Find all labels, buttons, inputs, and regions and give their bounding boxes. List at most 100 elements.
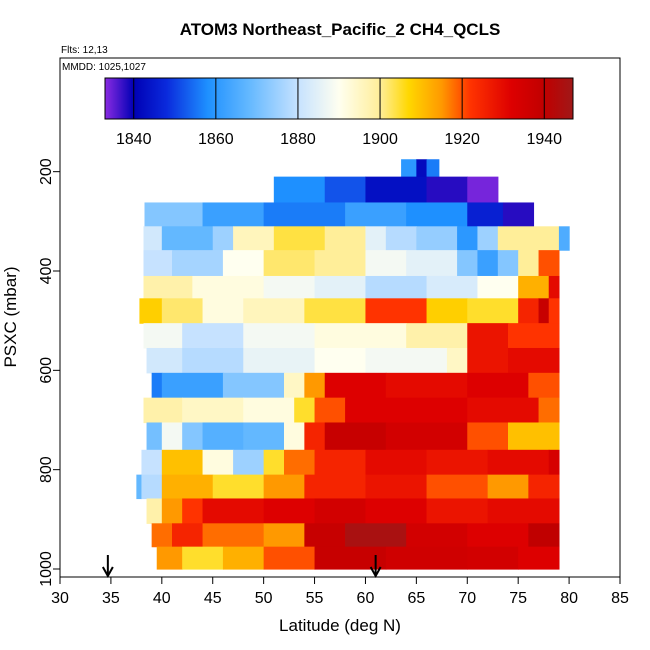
band-0 (401, 159, 440, 178)
band-15-cell-2 (202, 523, 265, 548)
band-16-cell-7 (518, 546, 560, 570)
band-3-cell-1 (161, 226, 214, 251)
band-13 (136, 474, 560, 500)
band-9 (151, 372, 560, 399)
band-5-cell-1 (192, 275, 265, 299)
band-9-cell-0 (151, 372, 163, 399)
band-15 (151, 523, 560, 548)
band-4-cell-3 (263, 250, 316, 277)
x-tick-label-35: 35 (102, 590, 120, 607)
band-11-cell-0 (146, 422, 163, 451)
band-13-cell-0 (136, 474, 143, 500)
band-5-cell-6 (477, 275, 519, 299)
band-2-cell-0 (144, 202, 204, 227)
band-4-cell-7 (457, 250, 479, 277)
band-13-cell-5 (304, 474, 367, 500)
band-12-cell-2 (202, 449, 234, 476)
band-11-cell-8 (385, 422, 468, 451)
band-3-cell-7 (385, 226, 417, 251)
band-13-cell-7 (426, 474, 489, 500)
band-2-cell-1 (202, 202, 265, 227)
band-10-cell-7 (538, 397, 560, 424)
dates-label: MMDD: 1025,1027 (62, 62, 146, 73)
band-14-cell-3 (202, 498, 265, 524)
band-16 (156, 546, 560, 570)
x-tick-label-75: 75 (509, 590, 527, 607)
x-tick-label-40: 40 (153, 590, 171, 607)
band-10-cell-6 (467, 397, 540, 424)
band-16-cell-5 (385, 546, 468, 570)
band-6-cell-6 (426, 298, 468, 324)
band-10-cell-4 (314, 397, 346, 424)
band-16-cell-0 (156, 546, 183, 570)
arrow-head-1 (369, 566, 382, 579)
band-13-cell-9 (528, 474, 560, 500)
band-16-cell-2 (222, 546, 265, 570)
band-3-cell-3 (233, 226, 275, 251)
band-2 (144, 202, 535, 227)
band-12-cell-8 (426, 449, 489, 476)
colorbar-tick-label-1880: 1880 (280, 131, 316, 148)
band-2-cell-5 (467, 202, 504, 227)
band-3-cell-12 (558, 226, 570, 251)
band-13-cell-2 (161, 474, 214, 500)
band-1-cell-3 (426, 176, 468, 204)
band-14-cell-7 (426, 498, 489, 524)
band-4-cell-9 (497, 250, 519, 277)
band-7-cell-1 (182, 323, 244, 349)
band-0-cell-2 (426, 159, 440, 178)
band-8-cell-0 (146, 347, 183, 374)
colorbar-tick-label-1840: 1840 (116, 131, 152, 148)
band-8-cell-2 (243, 347, 316, 374)
band-14 (146, 498, 560, 524)
band-15-cell-7 (467, 523, 529, 548)
band-6-cell-3 (243, 298, 305, 324)
band-15-cell-1 (172, 523, 204, 548)
band-9-cell-7 (467, 372, 529, 399)
band-14-cell-0 (146, 498, 163, 524)
y-tick-label-1000: 1000 (38, 551, 55, 587)
band-4-cell-8 (477, 250, 499, 277)
band-15-cell-8 (528, 523, 560, 548)
band-13-cell-4 (263, 474, 305, 500)
band-6-cell-9 (538, 298, 550, 324)
arrow-markers (101, 555, 382, 579)
band-12-cell-10 (548, 449, 560, 476)
band-15-cell-4 (304, 523, 346, 548)
colorbar-tick-label-1900: 1900 (362, 131, 398, 148)
band-12-cell-4 (263, 449, 285, 476)
band-3-cell-2 (212, 226, 234, 251)
colorbar-tick-label-1940: 1940 (526, 131, 562, 148)
band-11-cell-7 (324, 422, 387, 451)
x-axis: 30 35 40 45 50 55 60 65 70 75 80 85 (51, 576, 629, 607)
band-9-cell-3 (284, 372, 305, 399)
band-11-cell-3 (202, 422, 244, 451)
band-8-cell-5 (446, 347, 468, 374)
band-4-cell-2 (222, 250, 265, 277)
band-3-cell-10 (477, 226, 499, 251)
band-10-cell-5 (345, 397, 468, 424)
band-16-cell-6 (467, 546, 519, 570)
band-10-cell-1 (182, 397, 244, 424)
flights-label: Flts: 12,13 (61, 45, 108, 56)
y-tick-label-800: 800 (38, 456, 55, 483)
band-5-cell-8 (548, 275, 560, 299)
band-11-cell-4 (243, 422, 285, 451)
band-14-cell-5 (314, 498, 367, 524)
chart-title: ATOM3 Northeast_Pacific_2 CH4_QCLS (180, 20, 501, 39)
band-1-cell-2 (365, 176, 428, 204)
band-12-cell-1 (161, 449, 204, 476)
band-7 (143, 323, 560, 349)
band-0-cell-1 (416, 159, 428, 178)
band-4-cell-11 (538, 250, 560, 277)
band-4-cell-5 (365, 250, 407, 277)
band-3-cell-9 (457, 226, 479, 251)
band-8-cell-3 (314, 347, 367, 374)
band-11-cell-2 (182, 422, 204, 451)
x-tick-label-65: 65 (407, 590, 425, 607)
band-13-cell-8 (487, 474, 529, 500)
band-1-cell-4 (467, 176, 499, 204)
band-7-cell-4 (406, 323, 468, 349)
plot-frame (59, 57, 621, 578)
